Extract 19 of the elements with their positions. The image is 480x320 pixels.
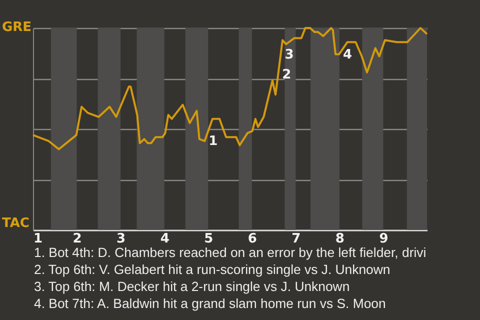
annotation: 2 xyxy=(282,67,292,82)
x-tick-label: 5 xyxy=(204,232,214,246)
x-tick-label: 1 xyxy=(34,232,43,246)
annotation: 3 xyxy=(284,47,294,62)
x-tick-label: 3 xyxy=(116,232,126,246)
text: 4. Bot 7th: A. Baldwin hit a grand slam home run vs S. Moon xyxy=(34,295,387,312)
text: GRE xyxy=(2,20,32,35)
x-tick-label: 2 xyxy=(72,232,82,246)
x-tick-label: 6 xyxy=(248,232,257,246)
text: 1. Bot 4th: D. Chambers reached on an error by the left fielder, drivi xyxy=(34,244,426,261)
x-tick-label: 7 xyxy=(292,232,301,246)
text: 2. Top 6th: V. Gelabert hit a run-scoring single vs J. Unknown xyxy=(34,261,392,278)
text: 3. Top 6th: M. Decker hit a 2-run single vs J. Unknown xyxy=(34,278,351,295)
x-tick-label: 8 xyxy=(335,232,344,246)
x-tick-label: 4 xyxy=(160,232,170,246)
annotation: 1 xyxy=(208,134,218,150)
annotation: 4 xyxy=(343,47,352,62)
text: TAC xyxy=(2,216,30,231)
x-tick-label: 9 xyxy=(379,232,388,246)
